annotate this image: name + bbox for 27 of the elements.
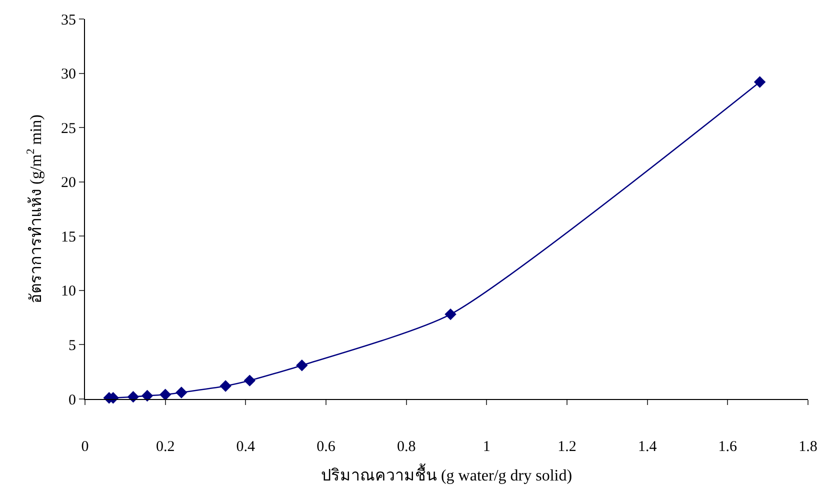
y-tick-label: 30 (61, 66, 76, 83)
point (220, 380, 232, 392)
point (754, 76, 766, 88)
x-axis-title: ปริมาณความชื้น (g water/g dry solid) (320, 464, 572, 485)
x-tick-label: 1.6 (718, 439, 738, 455)
x-tick-label: 1.2 (558, 439, 576, 455)
x-tick-label: 0 (81, 439, 89, 455)
x-tick-label: 0.4 (236, 439, 256, 455)
x-tick-label: 0.2 (156, 439, 175, 455)
x-tick-label: 1 (482, 439, 490, 455)
point (296, 359, 308, 372)
point (141, 390, 154, 402)
y-tick-label: 25 (61, 120, 76, 137)
y-tick-label: 20 (61, 175, 76, 192)
x-tick-label: 0.6 (316, 439, 336, 455)
point (176, 386, 188, 398)
point (444, 308, 456, 320)
y-tick-label: 35 (61, 12, 76, 28)
point (159, 388, 172, 401)
point (244, 374, 256, 386)
x-tick-label: 1.8 (798, 439, 818, 455)
y-tick-label: 15 (61, 229, 76, 246)
x-tick-label: 1.4 (638, 439, 658, 455)
x-tick-label: 0.8 (396, 439, 416, 455)
y-tick-label: 10 (61, 284, 76, 300)
y-tick-label: 5 (68, 338, 76, 354)
y-tick-label: 0 (68, 392, 76, 408)
